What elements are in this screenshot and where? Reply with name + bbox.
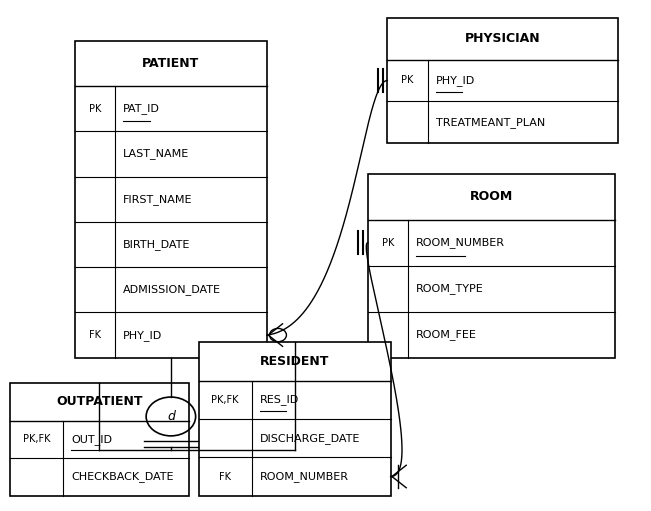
- Bar: [10, 383, 189, 496]
- Text: BIRTH_DATE: BIRTH_DATE: [123, 239, 190, 250]
- Text: FK: FK: [219, 472, 231, 481]
- Text: d: d: [167, 410, 175, 423]
- Text: PK: PK: [401, 76, 414, 85]
- Text: PAT_ID: PAT_ID: [123, 103, 160, 114]
- Text: PK,FK: PK,FK: [23, 434, 50, 445]
- Bar: [387, 18, 618, 143]
- Text: PK: PK: [381, 238, 395, 248]
- Text: ROOM: ROOM: [470, 190, 513, 203]
- Text: LAST_NAME: LAST_NAME: [123, 149, 189, 159]
- Text: PATIENT: PATIENT: [143, 57, 199, 70]
- Text: OUTPATIENT: OUTPATIENT: [56, 396, 143, 408]
- Text: FK: FK: [89, 330, 101, 340]
- Text: ROOM_TYPE: ROOM_TYPE: [416, 283, 484, 294]
- Text: ROOM_NUMBER: ROOM_NUMBER: [260, 471, 349, 482]
- Text: DISCHARGE_DATE: DISCHARGE_DATE: [260, 433, 360, 444]
- Bar: [199, 342, 391, 496]
- Text: PK: PK: [89, 104, 102, 114]
- Text: RESIDENT: RESIDENT: [260, 355, 329, 368]
- Text: OUT_ID: OUT_ID: [71, 434, 112, 445]
- Bar: [368, 174, 615, 358]
- Text: CHECKBACK_DATE: CHECKBACK_DATE: [71, 472, 173, 482]
- Text: ROOM_NUMBER: ROOM_NUMBER: [416, 237, 505, 248]
- Text: ADMISSION_DATE: ADMISSION_DATE: [123, 284, 221, 295]
- Text: PK,FK: PK,FK: [212, 395, 239, 405]
- Text: PHY_ID: PHY_ID: [123, 330, 162, 340]
- Text: FIRST_NAME: FIRST_NAME: [123, 194, 193, 205]
- Text: PHYSICIAN: PHYSICIAN: [465, 32, 541, 45]
- Text: TREATMEANT_PLAN: TREATMEANT_PLAN: [436, 117, 545, 128]
- Text: ROOM_FEE: ROOM_FEE: [416, 329, 477, 340]
- Text: RES_ID: RES_ID: [260, 394, 299, 405]
- Bar: [75, 41, 267, 358]
- Text: PHY_ID: PHY_ID: [436, 75, 475, 86]
